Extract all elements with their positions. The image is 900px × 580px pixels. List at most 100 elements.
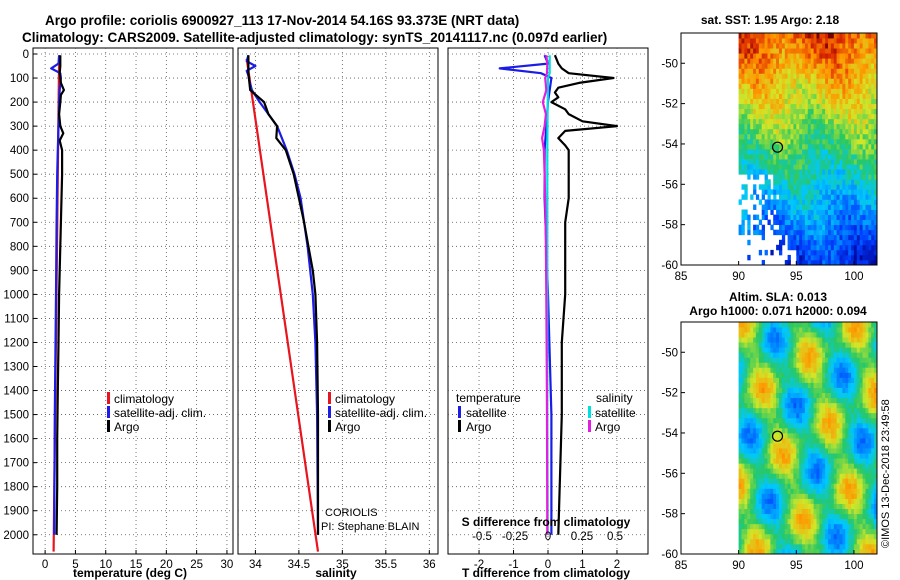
map-cell xyxy=(758,123,763,130)
map-cell xyxy=(819,478,823,484)
map-cell xyxy=(738,118,742,125)
map-cell xyxy=(868,244,872,251)
map-cell xyxy=(839,98,843,105)
map-cell xyxy=(851,239,855,246)
map-cell xyxy=(836,533,840,540)
map-cell xyxy=(790,244,794,251)
map-cell xyxy=(848,209,852,215)
map-cell xyxy=(793,53,797,59)
map-cell xyxy=(819,179,823,185)
map-cell xyxy=(822,397,826,404)
legend-t-argo-label: Argo xyxy=(466,420,492,434)
map-cell xyxy=(842,412,846,419)
map-cell xyxy=(833,149,838,155)
map-cell xyxy=(755,367,760,373)
map-cell xyxy=(761,164,765,170)
map-cell xyxy=(830,543,835,550)
map-cell xyxy=(828,538,832,545)
map-cell xyxy=(859,357,863,363)
map-cell xyxy=(747,138,751,145)
map-cell xyxy=(813,144,817,150)
map-cell xyxy=(784,387,789,394)
map-cell xyxy=(859,377,863,383)
map-cell xyxy=(799,387,803,394)
map-cell xyxy=(851,133,855,140)
map-cell xyxy=(802,422,806,429)
map-cell xyxy=(784,508,789,515)
map-cell xyxy=(842,427,846,434)
map-cell xyxy=(810,93,814,99)
map-cell xyxy=(810,73,814,79)
map-cell xyxy=(770,392,774,399)
map-cell xyxy=(770,63,774,69)
map-cell xyxy=(807,189,812,195)
map-cell xyxy=(825,448,829,454)
map-cell xyxy=(793,453,797,459)
map-cell xyxy=(796,483,800,489)
map-cell xyxy=(871,103,875,110)
map-cell xyxy=(784,78,789,84)
map-cell xyxy=(833,214,838,221)
map-cell xyxy=(848,53,852,59)
map-cell xyxy=(845,473,849,479)
map-cell xyxy=(813,68,817,74)
map-cell xyxy=(836,427,840,434)
map-cell xyxy=(868,417,872,424)
map-cell xyxy=(790,53,794,59)
map-cell xyxy=(842,382,846,388)
map-cell xyxy=(776,83,780,89)
map-cell xyxy=(750,382,754,388)
map-cell xyxy=(871,33,875,39)
map-cell xyxy=(836,382,840,388)
map-cell xyxy=(787,327,791,333)
map-cell xyxy=(784,98,789,105)
map-cell xyxy=(758,347,763,353)
map-cell xyxy=(779,33,783,39)
map-cell xyxy=(738,468,742,474)
map-cell xyxy=(796,118,800,125)
map-cell xyxy=(796,88,800,94)
map-cell xyxy=(764,169,768,175)
map-cell xyxy=(758,528,763,535)
map-cell xyxy=(856,123,861,130)
map-cell xyxy=(813,98,817,105)
map-cell xyxy=(862,417,866,424)
map-cell xyxy=(738,123,742,130)
map-cell xyxy=(822,453,826,459)
map-cell xyxy=(804,48,809,54)
map-cell xyxy=(839,260,843,266)
map-cell xyxy=(750,103,754,110)
map-cell xyxy=(842,169,846,175)
map-cell xyxy=(871,244,875,251)
map-cell xyxy=(845,189,849,195)
map-cell xyxy=(764,38,768,44)
map-cell xyxy=(758,38,763,44)
map-cell xyxy=(804,164,809,170)
map-cell xyxy=(848,523,852,530)
map-cell xyxy=(781,523,786,530)
map-cell xyxy=(868,508,872,515)
map-cell xyxy=(810,332,814,338)
map-cell xyxy=(874,154,878,160)
map-cell xyxy=(787,83,791,89)
map-cell xyxy=(842,347,846,353)
map-cell xyxy=(790,523,794,530)
map-cell xyxy=(828,483,832,489)
map-cell xyxy=(819,433,823,439)
map-cell xyxy=(856,108,861,115)
map-cell xyxy=(819,214,823,221)
map-cell xyxy=(851,88,855,94)
map-cell xyxy=(781,149,786,155)
map-cell xyxy=(802,229,806,236)
map-cell xyxy=(796,93,800,99)
map-cell xyxy=(744,48,748,54)
map-cell xyxy=(793,422,797,429)
map-cell xyxy=(770,498,774,504)
map-cell xyxy=(853,533,858,540)
map-cell xyxy=(784,138,789,145)
map-cell xyxy=(871,204,875,210)
map-cell xyxy=(804,468,809,474)
map-cell xyxy=(868,327,872,333)
map-cell xyxy=(810,144,814,150)
map-cell xyxy=(807,154,812,160)
